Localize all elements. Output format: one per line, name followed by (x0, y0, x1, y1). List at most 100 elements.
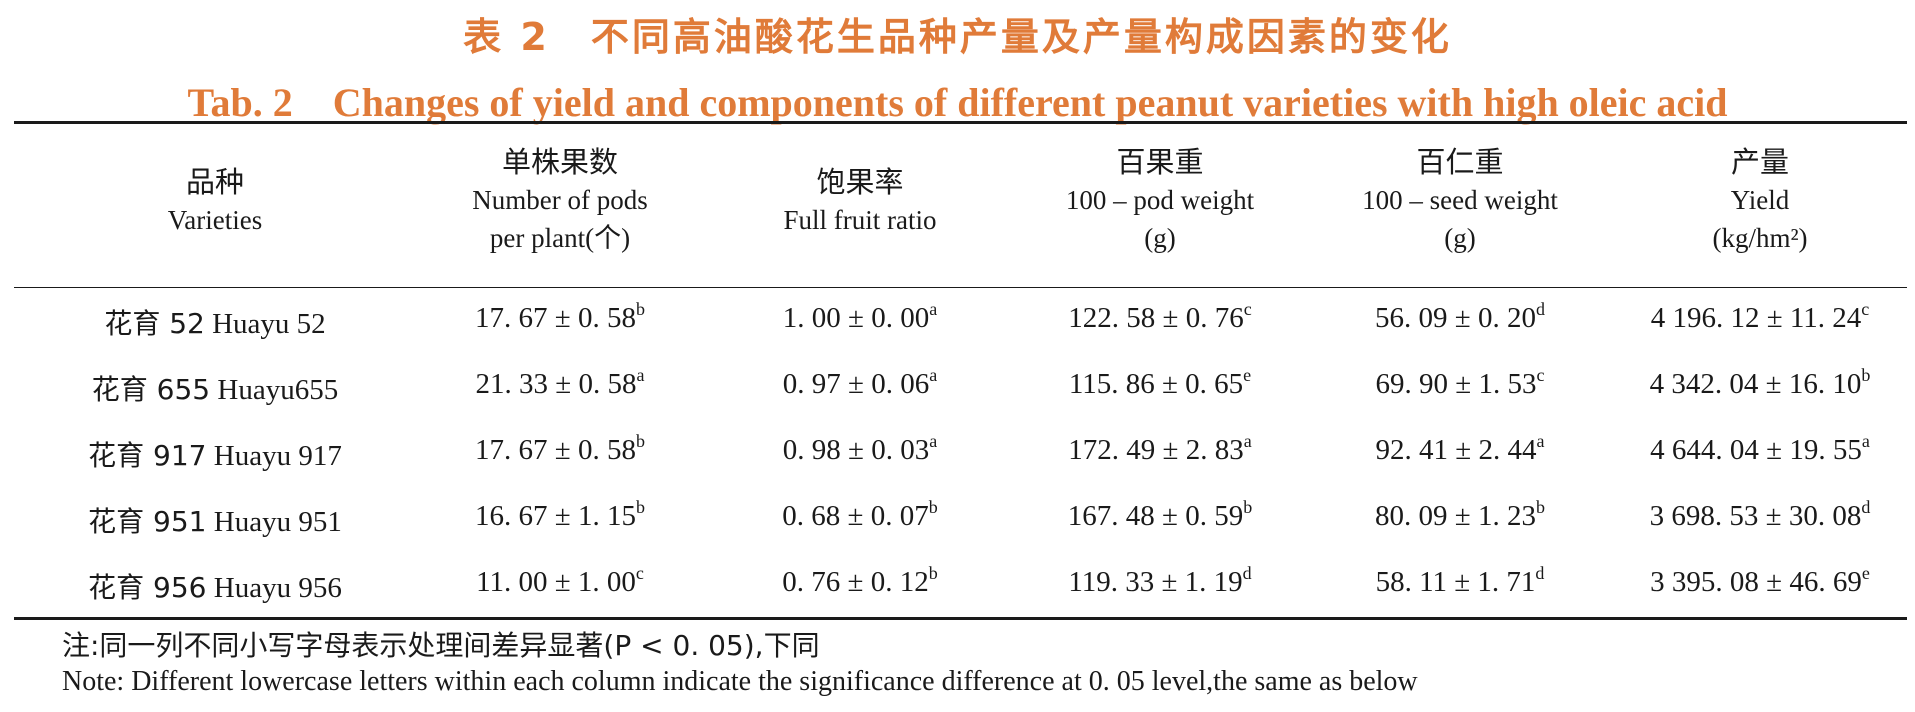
header-pods-cn: 单株果数 (501, 145, 618, 179)
cell-value: 69. 90 ± 1. 53 (1375, 368, 1537, 400)
table-cell: 69. 90 ± 1. 53c (1320, 365, 1600, 401)
cell-value: 0. 76 ± 0. 12 (782, 566, 929, 598)
cell-value: 122. 58 ± 0. 76 (1068, 302, 1244, 334)
header-varieties-en: Varieties (167, 205, 263, 235)
table-note-english: Note: Different lowercase letters within… (62, 666, 1418, 697)
cell-significance: a (1861, 431, 1870, 451)
table-cell: 92. 41 ± 2. 44a (1320, 431, 1600, 467)
cell-significance: c (1861, 299, 1870, 319)
cell-significance: d (1535, 299, 1545, 319)
header-varieties: 品种 Varieties (100, 163, 330, 239)
variety-name-en: Huayu 52 (212, 308, 326, 340)
table-cell: 58. 11 ± 1. 71d (1320, 563, 1600, 599)
cell-significance: a (1536, 431, 1545, 451)
cell-value: 4 342. 04 ± 16. 10 (1649, 368, 1862, 400)
table-row-variety: 花育 951 Huayu 951 (40, 500, 390, 540)
table-cell: 16. 67 ± 1. 15b (420, 497, 700, 533)
cell-significance: b (928, 497, 938, 517)
cell-value: 56. 09 ± 0. 20 (1375, 302, 1536, 334)
variety-name-en: Huayu 917 (213, 440, 342, 472)
cell-significance: e (1243, 365, 1252, 385)
table-cell: 0. 76 ± 0. 12b (740, 564, 980, 599)
cell-significance: b (635, 431, 645, 451)
header-seed-weight-cn: 百仁重 (1416, 145, 1504, 179)
cell-value: 167. 48 ± 0. 59 (1067, 500, 1244, 532)
cell-significance: c (1243, 299, 1252, 319)
variety-name-cn: 花育 917 (88, 439, 207, 472)
table-cell: 122. 58 ± 0. 76c (1020, 299, 1300, 335)
cell-value: 4 196. 12 ± 11. 24 (1650, 302, 1862, 334)
table-row-variety: 花育 956 Huayu 956 (40, 566, 390, 606)
header-full-fruit-cn: 饱果率 (816, 165, 904, 199)
table-cell: 17. 67 ± 0. 58b (420, 300, 700, 335)
table-row-variety: 花育 917 Huayu 917 (40, 434, 390, 474)
cell-value: 17. 67 ± 0. 58 (475, 302, 636, 334)
table-cell: 3 395. 08 ± 46. 69e (1610, 564, 1910, 599)
header-full-fruit-ratio: 饱果率 Full fruit ratio (740, 163, 980, 239)
cell-value: 80. 09 ± 1. 23 (1375, 500, 1536, 532)
header-yield-en: Yield (1730, 185, 1790, 215)
table-cell: 80. 09 ± 1. 23b (1320, 497, 1600, 533)
cell-value: 0. 98 ± 0. 03 (782, 434, 930, 466)
table-cell: 56. 09 ± 0. 20d (1320, 299, 1600, 335)
cell-value: 11. 00 ± 1. 00 (476, 566, 636, 598)
cell-value: 119. 33 ± 1. 19 (1068, 566, 1243, 598)
cell-value: 58. 11 ± 1. 71 (1375, 566, 1536, 598)
table-cell: 17. 67 ± 0. 58b (420, 431, 700, 467)
table-cell: 119. 33 ± 1. 19d (1020, 564, 1300, 599)
cell-significance: a (929, 431, 938, 451)
cell-value: 21. 33 ± 0. 58 (475, 368, 637, 400)
cell-significance: b (635, 497, 645, 517)
table-cell: 4 196. 12 ± 11. 24c (1610, 299, 1910, 335)
header-varieties-cn: 品种 (185, 165, 244, 199)
header-pods-per-plant: 单株果数 Number of pods per plant(个) (420, 143, 700, 257)
cell-significance: a (636, 365, 645, 385)
header-pods-en-line1: Number of pods (472, 185, 648, 215)
table-cell: 115. 86 ± 0. 65e (1020, 365, 1300, 401)
cell-significance: d (1535, 563, 1545, 583)
cell-significance: d (1861, 497, 1871, 517)
cell-significance: b (1861, 365, 1871, 385)
table-header-rule (14, 287, 1907, 288)
cell-value: 1. 00 ± 0. 00 (782, 302, 930, 334)
cell-value: 0. 97 ± 0. 06 (782, 368, 930, 400)
table-top-rule (14, 121, 1907, 124)
table-cell: 167. 48 ± 0. 59b (1020, 497, 1300, 533)
table-cell: 0. 97 ± 0. 06a (740, 365, 980, 401)
table-cell: 21. 33 ± 0. 58a (420, 365, 700, 401)
header-pod-weight-cn: 百果重 (1116, 145, 1204, 179)
variety-name-cn: 花育 956 (88, 571, 207, 604)
variety-name-en: Huayu 951 (213, 506, 342, 538)
cell-significance: a (929, 365, 938, 385)
cell-significance: c (635, 563, 644, 583)
variety-name-en: Huayu655 (217, 374, 339, 406)
cell-value: 0. 68 ± 0. 07 (782, 500, 929, 532)
cell-significance: c (1536, 365, 1545, 385)
header-100-seed-weight: 百仁重 100 – seed weight (g) (1320, 143, 1600, 257)
header-pod-weight-unit: (g) (1144, 223, 1176, 253)
cell-value: 92. 41 ± 2. 44 (1375, 434, 1537, 466)
cell-value: 3 395. 08 ± 46. 69 (1650, 566, 1862, 598)
cell-value: 115. 86 ± 0. 65 (1068, 368, 1244, 400)
cell-significance: a (929, 299, 938, 319)
cell-significance: b (1535, 497, 1545, 517)
header-yield: 产量 Yield (kg/hm²) (1620, 143, 1900, 257)
cell-value: 3 698. 53 ± 30. 08 (1649, 500, 1862, 532)
header-100-pod-weight: 百果重 100 – pod weight (g) (1020, 143, 1300, 257)
header-seed-weight-en: 100 – seed weight (1362, 185, 1558, 215)
table-title-chinese: 表 2 不同高油酸花生品种产量及产量构成因素的变化 (463, 15, 1452, 59)
cell-value: 4 644. 04 ± 19. 55 (1650, 434, 1862, 466)
header-full-fruit-en: Full fruit ratio (783, 205, 937, 235)
cell-significance: b (1243, 497, 1253, 517)
variety-name-cn: 花育 52 (104, 307, 205, 340)
table-cell: 0. 98 ± 0. 03a (740, 431, 980, 467)
cell-value: 172. 49 ± 2. 83 (1068, 434, 1244, 466)
header-pod-weight-en: 100 – pod weight (1065, 185, 1255, 215)
table-cell: 4 644. 04 ± 19. 55a (1610, 431, 1910, 467)
cell-value: 17. 67 ± 0. 58 (475, 434, 636, 466)
cell-significance: a (1243, 431, 1252, 451)
header-seed-weight-unit: (g) (1444, 223, 1476, 253)
table-row-variety: 花育 52 Huayu 52 (40, 302, 390, 342)
header-yield-unit: (kg/hm²) (1712, 223, 1808, 253)
table-cell: 3 698. 53 ± 30. 08d (1610, 497, 1910, 533)
